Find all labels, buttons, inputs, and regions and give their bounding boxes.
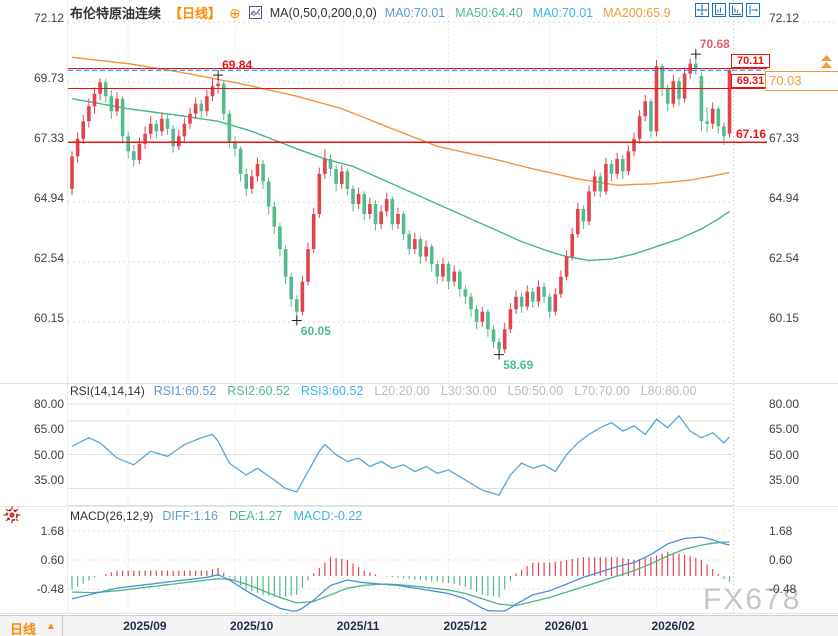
pan-tool-icon[interactable] — [695, 3, 709, 17]
rsi-level-label: L80:80.00 — [640, 384, 697, 398]
rsi-axis-label-right: 80.00 — [769, 397, 800, 412]
y-axis-label-left: 64.94 — [33, 190, 64, 205]
x-axis-date-label: 2026/02 — [651, 619, 695, 633]
ma-value-label: MA50:64.40 — [455, 5, 523, 20]
symbol-name: 布伦特原油连续 — [70, 6, 162, 21]
bottom-bar-divider — [62, 616, 63, 636]
pivot-cross-icon — [690, 49, 701, 60]
time-axis-bar: 日线 ▲ 2025/09 2025/10 2025/11 2025/12 2026/01… — [0, 615, 838, 636]
annotation-70.68: 70.68 — [699, 37, 730, 52]
fit-y-axis-icon[interactable] — [712, 3, 726, 17]
rsi-axis-label-right: 35.00 — [769, 473, 800, 488]
rsi-value-label: RSI2:60.52 — [227, 384, 290, 398]
macd-panel-header: MACD(26,12,9) DIFF:1.16 DEA:1.27 MACD:-0.2… — [70, 509, 369, 523]
fit-x-axis-icon[interactable] — [729, 3, 743, 17]
pivot-cross-icon — [494, 349, 505, 360]
rsi-values: RSI1:60.52 RSI2:60.52 RSI3:60.52 — [154, 384, 366, 398]
y-axis-label-left: 67.33 — [33, 131, 64, 146]
annotation-60.05: 60.05 — [300, 323, 331, 338]
ma-settings-label: MA(0,50,0,200,0,0) — [269, 5, 377, 20]
y-axis-label-left: 62.54 — [33, 251, 64, 266]
current-price-box: 70.03 — [765, 70, 838, 91]
sun-marker-icon[interactable] — [2, 505, 22, 525]
main-chart-header: 布伦特原油连续 【日线】 ⊕ MA(0,50,0,200,0,0) MA0:70… — [70, 3, 673, 22]
watermark: FX678 — [703, 583, 802, 616]
rsi-levels: L20:20.00 L30:30.00 L50:50.00 L70:70.00 L80:… — [374, 384, 698, 398]
macd-axis-label-right: -0.48 — [769, 581, 797, 596]
ma50-line — [71, 98, 730, 262]
y-axis-label-left: 60.15 — [33, 311, 64, 325]
rsi-value-label: RSI1:60.52 — [153, 384, 217, 398]
y-axis-label-right: 72.12 — [769, 11, 800, 25]
rsi-axis-label-left: 65.00 — [33, 422, 64, 437]
panel-divider — [0, 383, 838, 384]
rsi-line — [71, 414, 730, 496]
macd-axis-label-right: 1.68 — [769, 523, 793, 538]
macd-axis-label-left: 0.60 — [40, 552, 64, 567]
ma-value-label: MA0:70.01 — [384, 5, 446, 20]
macd-title: MACD(26,12,9) — [70, 509, 154, 523]
annotation-69.84: 69.84 — [222, 58, 253, 73]
timeframe-selector[interactable]: 日线 — [10, 622, 37, 636]
macd-histogram — [71, 551, 731, 598]
macd-value-label: MACD:-0.22 — [293, 509, 363, 523]
diff-line — [71, 536, 730, 612]
rsi-axis-label-left: 50.00 — [33, 447, 64, 462]
macd-axis-label-left: -0.48 — [36, 581, 64, 596]
panel-divider — [0, 506, 838, 507]
y-axis-label-left: 69.73 — [33, 70, 64, 85]
y-axis-label-right: 64.94 — [769, 190, 800, 205]
timeframe-tag[interactable]: 【日线】 — [169, 6, 222, 21]
chart-type-icon[interactable] — [248, 6, 262, 19]
price-alert-marker-icon[interactable] — [819, 55, 834, 70]
rsi-axis-label-left: 80.00 — [33, 397, 64, 412]
macd-axis-label-left: 1.68 — [40, 523, 64, 538]
ma-value-label: MA200:65.9 — [603, 5, 671, 20]
y-axis-label-right: 60.15 — [769, 311, 800, 325]
rsi-panel-header: RSI(14,14,14) RSI1:60.52 RSI2:60.52 RSI3:6… — [70, 384, 703, 398]
rsi-axis-label-left: 35.00 — [33, 473, 64, 488]
candlestick-series[interactable] — [70, 54, 732, 355]
rsi-axis-label-right: 65.00 — [769, 422, 800, 437]
chart-toolbar — [695, 3, 760, 17]
y-axis-label-left: 72.12 — [33, 11, 64, 25]
rsi-level-label: L30:30.00 — [440, 384, 497, 398]
rsi-level-label: L50:50.00 — [507, 384, 564, 398]
pivot-cross-icon — [291, 315, 302, 326]
x-axis-date-label: 2025/11 — [336, 619, 380, 633]
panel-divider — [0, 613, 838, 614]
macd-value-label: DIFF:1.16 — [162, 509, 218, 523]
macd-value-label: DEA:1.27 — [228, 509, 283, 523]
x-axis-date-label: 2026/01 — [544, 619, 589, 633]
macd-axis-label-right: 0.60 — [769, 552, 793, 567]
x-axis-date-label: 2025/12 — [443, 619, 487, 633]
pivot-cross-icon — [213, 70, 224, 81]
ma-value-label: MA0:70.01 — [532, 5, 594, 20]
macd-values: DIFF:1.16 DEA:1.27 MACD:-0.22 — [162, 509, 364, 523]
x-axis-date-label: 2025/10 — [229, 619, 274, 633]
ma-values: MA0:70.01 MA50:64.40 MA0:70.01 MA200:65.9 — [385, 6, 673, 20]
annotation-58.69: 58.69 — [503, 357, 534, 372]
timeframe-arrow-icon[interactable]: ▲ — [46, 621, 56, 632]
ma200-line — [71, 56, 730, 186]
rsi-level-label: L70:70.00 — [574, 384, 630, 398]
exit-scale-icon[interactable] — [746, 3, 760, 17]
price-level-label-67.16[interactable]: 67.16 — [735, 127, 766, 142]
rsi-value-label: RSI3:60.52 — [300, 384, 364, 398]
rsi-level-label: L20:20.00 — [374, 384, 430, 398]
price-level-label-70.11[interactable]: 70.11 — [731, 54, 770, 69]
rsi-axis-label-right: 50.00 — [769, 447, 800, 462]
x-axis-date-label: 2025/09 — [123, 619, 167, 633]
rsi-title: RSI(14,14,14) — [70, 384, 145, 398]
add-indicator-icon[interactable]: ⊕ — [229, 4, 241, 21]
dea-line — [71, 541, 730, 607]
y-axis-label-right: 67.33 — [769, 131, 800, 146]
y-axis-label-right: 62.54 — [769, 251, 800, 266]
